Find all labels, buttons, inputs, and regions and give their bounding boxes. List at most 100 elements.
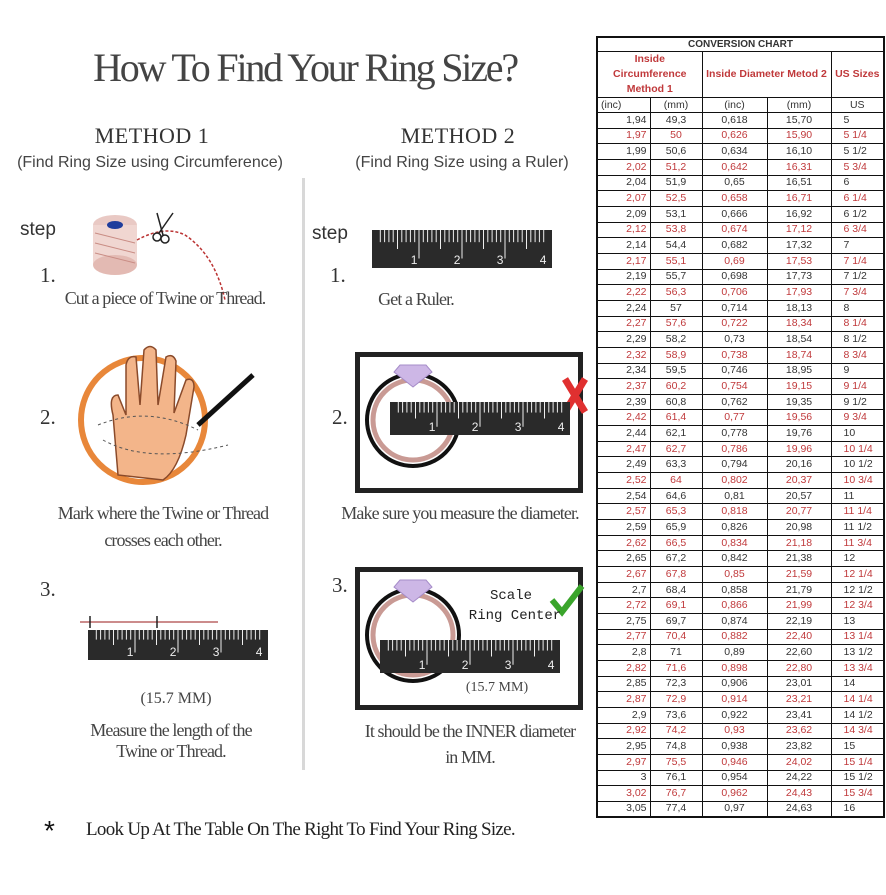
table-row: 2,34 59,5 0,746 18,95 9 xyxy=(596,362,885,380)
table-row: 2,09 53,1 0,666 16,92 6 1/2 xyxy=(596,205,885,223)
table-row: 2,44 62,1 0,778 19,76 10 xyxy=(596,425,885,442)
table-cell: 0,818 xyxy=(701,503,768,521)
table-row: 3 76,1 0,954 24,22 15 1/2 xyxy=(596,769,885,787)
table-cell: 0,674 xyxy=(701,221,768,239)
table-cell: 12 3/4 xyxy=(830,597,885,614)
table-cell: 20,98 xyxy=(766,519,832,536)
hand-icon xyxy=(78,345,255,485)
table-cell: 2,52 xyxy=(596,472,651,489)
footer-note: Look Up At The Table On The Right To Fin… xyxy=(86,819,516,840)
table-row: 2,8 71 0,89 22,60 13 1/2 xyxy=(596,644,885,661)
ring-center-label: Ring Center xyxy=(468,608,562,624)
table-cell: 0,65 xyxy=(701,174,768,192)
table-cell: 2,9 xyxy=(596,706,651,724)
table-cell: 2,54 xyxy=(596,487,651,505)
table-cell: 13 1/4 xyxy=(830,628,885,646)
table-cell: 11 3/4 xyxy=(830,534,885,552)
step-caption: Cut a piece of Twine or Thread. xyxy=(64,288,267,308)
table-title: CONVERSION CHART xyxy=(596,36,885,52)
table-cell: 74,2 xyxy=(649,722,703,740)
thread-spool-icon xyxy=(93,212,226,301)
table-cell: 74,8 xyxy=(649,738,703,755)
column-header: (inc) xyxy=(701,97,768,113)
table-cell: 12 1/2 xyxy=(830,581,885,599)
step-caption: Get a Ruler. xyxy=(378,289,455,309)
table-cell: 75,5 xyxy=(649,753,703,771)
inner-diameter-box xyxy=(355,567,583,710)
table-cell: 1,97 xyxy=(596,127,651,145)
table-cell: 22,80 xyxy=(766,659,832,677)
table-cell: 22,40 xyxy=(766,628,832,646)
table-cell: 18,34 xyxy=(766,315,832,333)
table-cell: 0,642 xyxy=(701,158,768,176)
ruler-number: 2 xyxy=(462,658,469,672)
table-cell: 0,858 xyxy=(701,581,768,599)
table-cell: 0,618 xyxy=(701,112,768,129)
table-cell: 2,29 xyxy=(596,331,651,348)
table-cell: 1,94 xyxy=(596,112,651,129)
ruler-number: 1 xyxy=(127,645,134,659)
table-cell: 2,39 xyxy=(596,393,651,411)
table-cell: 2,49 xyxy=(596,456,651,474)
table-cell: 0,754 xyxy=(701,378,768,395)
table-cell: 0,69 xyxy=(701,252,768,270)
table-cell: 0,89 xyxy=(701,644,768,661)
table-cell: 2,37 xyxy=(596,378,651,395)
table-cell: 0,874 xyxy=(701,613,768,630)
table-cell: 60,2 xyxy=(649,378,703,395)
table-cell: 18,13 xyxy=(766,299,832,317)
ruler-number: 2 xyxy=(454,253,461,267)
table-cell: 49,3 xyxy=(649,112,703,129)
page-title: How To Find Your Ring Size? xyxy=(93,45,519,90)
step-caption: Mark where the Twine or Thread xyxy=(57,503,269,523)
table-cell: 2,24 xyxy=(596,299,651,317)
table-row: 2,95 74,8 0,938 23,82 15 xyxy=(596,738,885,755)
table-cell: 2,12 xyxy=(596,221,651,239)
table-cell: 5 1/2 xyxy=(830,143,885,160)
measure-label: (15.7 MM) xyxy=(465,680,529,695)
table-row: 2,19 55,7 0,698 17,73 7 1/2 xyxy=(596,268,885,286)
table-cell: 2,34 xyxy=(596,362,651,380)
table-cell: 59,5 xyxy=(649,362,703,380)
table-cell: 0,706 xyxy=(701,284,768,301)
column-header: (mm) xyxy=(766,97,832,113)
table-cell: 23,21 xyxy=(766,691,832,708)
table-cell: 24,22 xyxy=(766,769,832,787)
table-cell: 58,2 xyxy=(649,331,703,348)
table-row: 1,97 50 0,626 15,90 5 1/4 xyxy=(596,127,885,145)
table-row: 2,72 69,1 0,866 21,99 12 3/4 xyxy=(596,597,885,614)
table-cell: 13 1/2 xyxy=(830,644,885,661)
scale-label: Scale xyxy=(489,588,533,604)
table-cell: 11 xyxy=(830,487,885,505)
table-cell: 0,906 xyxy=(701,675,768,693)
table-cell: 21,38 xyxy=(766,550,832,568)
table-cell: 16,10 xyxy=(766,143,832,160)
ruler-number: 3 xyxy=(505,658,512,672)
table-cell: 10 1/4 xyxy=(830,440,885,458)
table-cell: 3,05 xyxy=(596,800,651,818)
table-cell: 0,77 xyxy=(701,409,768,427)
table-cell: 15 1/4 xyxy=(830,753,885,771)
step-number: 3. xyxy=(40,577,56,601)
step-label: step xyxy=(312,223,348,244)
column-header: (mm) xyxy=(649,97,703,113)
table-row: 2,82 71,6 0,898 22,80 13 3/4 xyxy=(596,659,885,677)
table-cell: 23,41 xyxy=(766,706,832,724)
table-cell: 2,67 xyxy=(596,566,651,583)
table-cell: 2,09 xyxy=(596,205,651,223)
table-cell: 65,3 xyxy=(649,503,703,521)
table-cell: 65,9 xyxy=(649,519,703,536)
conversion-chart-table: CONVERSION CHART Inside Circumference Me… xyxy=(596,36,885,819)
table-cell: 0,954 xyxy=(701,769,768,787)
table-row: 2,14 54,4 0,682 17,32 7 xyxy=(596,237,885,254)
table-cell: 20,77 xyxy=(766,503,832,521)
table-cell: 2,42 xyxy=(596,409,651,427)
table-cell: 57,6 xyxy=(649,315,703,333)
table-cell: 13 xyxy=(830,613,885,630)
table-row: 2,49 63,3 0,794 20,16 10 1/2 xyxy=(596,456,885,474)
table-cell: 9 1/4 xyxy=(830,378,885,395)
table-row: 3,02 76,7 0,962 24,43 15 3/4 xyxy=(596,785,885,802)
table-cell: 2,59 xyxy=(596,519,651,536)
table-cell: 0,962 xyxy=(701,785,768,802)
table-cell: 17,53 xyxy=(766,252,832,270)
